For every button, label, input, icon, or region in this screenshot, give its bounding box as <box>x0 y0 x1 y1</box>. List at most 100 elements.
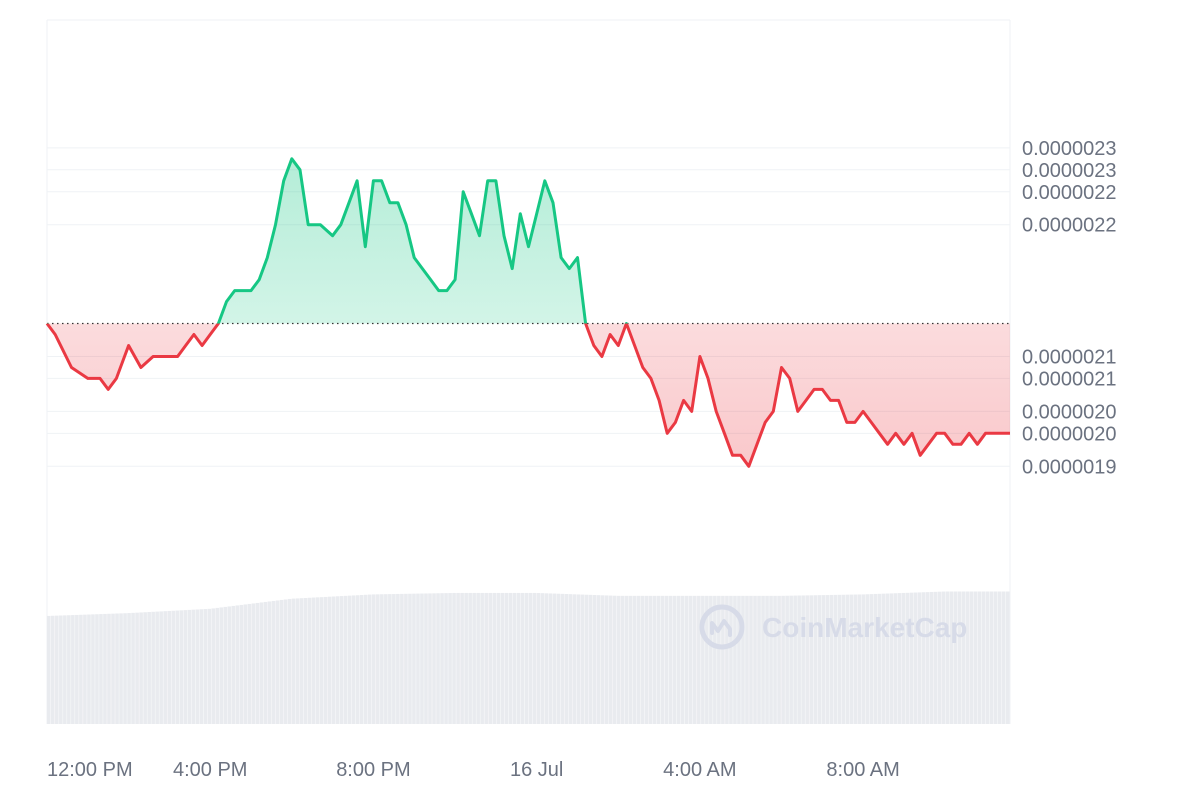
area-below-baseline <box>47 323 1010 467</box>
volume-bar <box>372 594 376 724</box>
volume-bar <box>376 594 380 724</box>
volume-bar <box>135 612 139 724</box>
volume-bar <box>163 611 167 724</box>
volume-bar <box>343 595 348 724</box>
volume-bar <box>969 591 974 724</box>
volume-bar <box>235 605 240 724</box>
volume-bar <box>697 595 701 724</box>
volume-bar <box>259 602 264 724</box>
volume-bar <box>749 595 753 724</box>
watermark: CoinMarketCap <box>699 604 967 650</box>
volume-bar <box>929 591 934 724</box>
volume-bar <box>143 612 147 724</box>
volume-bar <box>384 594 388 724</box>
volume-bar <box>500 592 505 724</box>
volume-bar <box>552 593 557 724</box>
volume-bar <box>275 600 280 724</box>
volume-bar <box>961 591 966 724</box>
volume-bar <box>171 610 175 724</box>
volume-bar <box>660 595 665 724</box>
volume-bar <box>380 594 384 724</box>
volume-bar <box>347 595 352 724</box>
volume-bar <box>355 595 360 724</box>
y-tick-label: 0.0000020 <box>1022 401 1117 423</box>
volume-bar <box>532 592 537 724</box>
y-tick-label: 0.0000021 <box>1022 346 1117 368</box>
volume-bar <box>63 615 67 724</box>
volume-bar <box>721 595 725 724</box>
volume-bar <box>480 592 484 724</box>
volume-bar <box>805 595 809 724</box>
volume-bar <box>271 600 276 724</box>
volume-bar <box>203 609 208 724</box>
volume-bar <box>933 591 938 724</box>
volume-bar <box>155 611 159 724</box>
volume-bar <box>247 603 252 724</box>
y-tick-label: 0.0000022 <box>1022 215 1117 237</box>
volume-bar <box>717 595 721 724</box>
volume-bar <box>672 595 677 724</box>
volume-bar <box>428 593 432 724</box>
volume-bar <box>737 595 741 724</box>
volume-bar <box>588 594 593 724</box>
volume-bar <box>616 595 621 724</box>
volume-bar <box>440 593 444 724</box>
volume-bar <box>315 597 320 724</box>
volume-bar <box>829 594 834 724</box>
price-line-up <box>46 157 629 324</box>
volume-bar <box>925 592 930 724</box>
volume-bar <box>444 593 448 724</box>
volume-bar <box>592 595 597 724</box>
volume-bar <box>295 598 300 724</box>
x-tick-label: 8:00 PM <box>336 759 410 781</box>
volume-bar <box>853 594 858 724</box>
volume-bar <box>833 594 838 724</box>
volume-bar <box>279 599 284 724</box>
volume-bar <box>331 596 336 724</box>
volume-bar <box>953 591 958 724</box>
y-tick-label: 0.0000021 <box>1022 368 1117 390</box>
volume-bar <box>215 607 220 724</box>
volume-bar <box>813 595 817 724</box>
volume-bar <box>945 591 950 724</box>
volume-bar <box>255 602 260 724</box>
volume-bar <box>219 607 224 724</box>
volume-bar <box>75 614 79 724</box>
volume-bar <box>512 592 517 724</box>
volume-bar <box>941 591 946 724</box>
volume-bar <box>632 595 637 724</box>
volume-bar <box>424 593 428 724</box>
volume-bar <box>684 595 689 724</box>
volume-bar <box>107 613 111 724</box>
volume-bar <box>111 613 115 724</box>
volume-bar <box>785 595 789 724</box>
volume-bar <box>897 593 902 724</box>
volume-bar <box>416 593 420 724</box>
volume-bar <box>777 595 781 724</box>
volume-bar <box>809 595 813 724</box>
volume-bar <box>757 595 761 724</box>
volume-bar <box>801 595 805 724</box>
volume-bar <box>251 603 256 724</box>
volume-bar <box>187 609 192 724</box>
volume-bar <box>544 593 549 724</box>
volume-bar <box>307 597 312 724</box>
volume-bar <box>628 595 633 724</box>
y-tick-label: 0.0000023 <box>1022 138 1117 160</box>
volume-bar <box>51 615 55 724</box>
volume-bar <box>977 591 982 724</box>
volume-bar <box>263 601 268 724</box>
volume-bar <box>877 593 882 724</box>
volume-bar <box>131 612 135 724</box>
volume-bar <box>351 595 356 724</box>
volume-bar <box>151 611 155 724</box>
volume-bar <box>620 595 625 724</box>
volume-bar <box>516 592 521 724</box>
volume-bar <box>913 592 918 724</box>
volume-bar <box>436 593 440 724</box>
volume-bar <box>989 591 994 724</box>
volume-bar <box>227 606 232 724</box>
volume-bar <box>837 594 842 724</box>
volume-bar <box>797 595 801 724</box>
